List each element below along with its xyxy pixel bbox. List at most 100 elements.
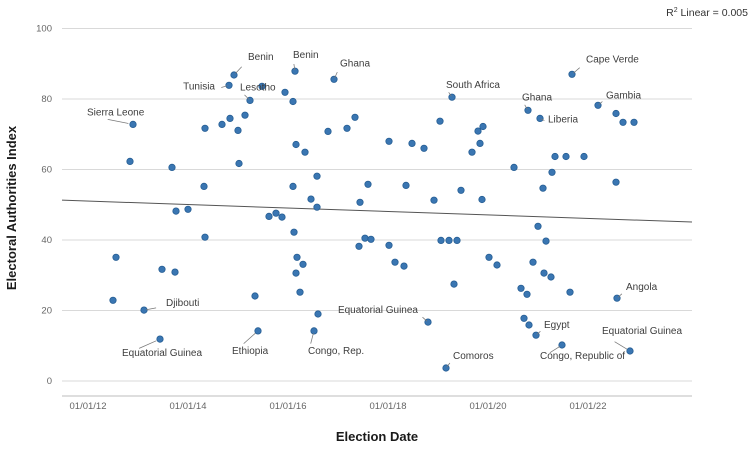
data-point: [420, 144, 428, 152]
annotation-leader-line: [573, 67, 580, 74]
annotation-leader-line: [549, 346, 561, 354]
data-point: [364, 180, 372, 188]
data-point: [299, 260, 307, 268]
annotation-leader-line: [614, 341, 628, 350]
point-label: Equatorial Guinea: [122, 348, 202, 359]
point-label: Angola: [626, 282, 658, 293]
data-point: [548, 168, 556, 176]
annotation-leader-line: [524, 104, 528, 110]
data-point: [385, 241, 393, 249]
data-point: [278, 213, 286, 221]
point-label: Benin: [293, 50, 319, 61]
data-point: [474, 127, 482, 135]
annotation-leader-line: [107, 119, 129, 124]
point-label: Equatorial Guinea: [602, 326, 682, 337]
data-point: [540, 269, 548, 277]
data-point: [619, 118, 627, 126]
r-squared-annotation: R2 Linear = 0.005: [666, 7, 748, 19]
point-label: Congo, Republic of: [540, 351, 625, 362]
data-point: [112, 253, 120, 261]
point-annotations: Benin Benin Ghana Cape Verde Tunisia Lesotho S…: [87, 50, 682, 368]
data-point: [551, 152, 559, 161]
annotation-leader-line: [221, 85, 228, 88]
data-points: [109, 67, 638, 372]
data-point: [436, 117, 444, 125]
y-tick-label: 20: [41, 306, 52, 317]
data-point: [612, 109, 620, 118]
data-point: [109, 296, 117, 304]
data-point: [626, 347, 634, 355]
data-point: [200, 182, 208, 190]
data-point: [525, 321, 533, 329]
data-point: [241, 111, 249, 119]
data-point: [510, 163, 518, 171]
point-label: Equatorial Guinea: [338, 305, 418, 316]
data-point: [218, 120, 226, 129]
y-tick-label: 40: [41, 235, 52, 246]
x-tick-label: 01/01/20: [470, 401, 507, 412]
y-tick-label: 80: [41, 94, 52, 105]
data-point: [201, 124, 209, 132]
point-label: Tunisia: [183, 81, 215, 92]
x-tick-label: 01/01/22: [570, 401, 607, 412]
data-point: [330, 75, 338, 83]
data-point: [307, 195, 315, 203]
annotation-leader-line: [536, 331, 541, 335]
data-point: [558, 341, 566, 349]
data-point: [156, 335, 164, 343]
data-point: [562, 152, 570, 161]
data-point: [430, 196, 438, 204]
data-point: [293, 253, 301, 261]
data-point: [391, 258, 399, 266]
data-point: [171, 268, 179, 276]
annotation-leader-line: [138, 340, 157, 349]
data-point: [385, 137, 393, 145]
data-point: [442, 364, 450, 372]
data-point: [290, 228, 298, 236]
data-point: [457, 186, 465, 194]
data-point: [529, 258, 537, 266]
annotation-leader-line: [540, 118, 545, 121]
data-point: [314, 310, 322, 318]
annotation-leader-line: [617, 293, 623, 298]
annotation-leader-line: [293, 63, 296, 70]
data-point: [437, 236, 445, 244]
data-point: [129, 120, 137, 129]
data-point: [158, 265, 166, 273]
y-tick-label: 100: [36, 24, 52, 35]
point-label: Djibouti: [166, 298, 199, 309]
x-tick-label: 01/01/16: [270, 401, 307, 412]
data-point: [402, 181, 410, 189]
data-point: [251, 292, 259, 300]
data-point: [524, 106, 532, 114]
data-point: [172, 207, 180, 215]
data-point: [476, 139, 484, 147]
data-point: [225, 81, 233, 89]
data-point: [542, 237, 550, 245]
data-point: [523, 290, 531, 298]
data-point: [351, 113, 359, 121]
x-tick-label: 01/01/18: [370, 401, 407, 412]
data-point: [479, 122, 487, 131]
data-point: [534, 222, 542, 230]
x-axis-title: Election Date: [336, 429, 418, 444]
data-point: [313, 172, 321, 180]
data-point: [292, 140, 300, 149]
data-point: [324, 127, 332, 135]
data-point: [517, 284, 525, 292]
data-point: [408, 139, 416, 147]
point-label: Egypt: [544, 320, 570, 331]
data-point: [291, 67, 299, 75]
point-label: Liberia: [548, 114, 578, 125]
data-point: [289, 182, 297, 190]
annotation-leader-line: [244, 94, 250, 100]
data-point: [356, 198, 364, 206]
data-point: [140, 306, 148, 314]
annotation-leader-line: [310, 333, 314, 344]
data-point: [450, 280, 458, 288]
point-label: Sierra Leone: [87, 107, 145, 118]
data-point: [612, 178, 620, 186]
data-point: [355, 242, 363, 250]
data-point: [184, 205, 192, 213]
data-point: [234, 126, 242, 134]
